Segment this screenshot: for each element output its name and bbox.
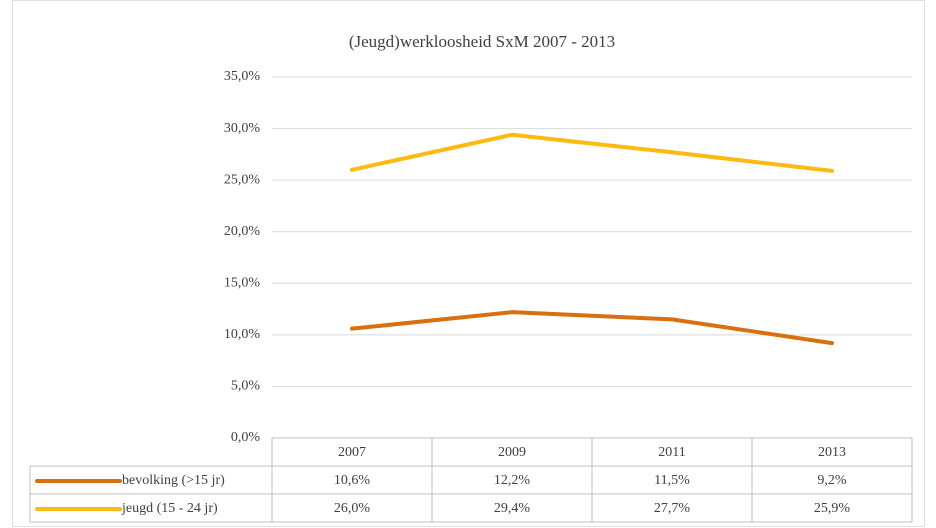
x-tick-label: 2007 bbox=[338, 445, 366, 460]
y-tick-label: 35,0% bbox=[224, 69, 261, 84]
table-value: 27,7% bbox=[654, 501, 691, 516]
y-tick-label: 0,0% bbox=[231, 430, 261, 445]
table-value: 29,4% bbox=[494, 501, 531, 516]
x-tick-label: 2013 bbox=[818, 445, 846, 460]
chart-border bbox=[12, 0, 925, 527]
legend-label: bevolking (>15 jr) bbox=[122, 473, 225, 488]
y-tick-label: 10,0% bbox=[224, 327, 261, 342]
table-value: 25,9% bbox=[814, 501, 851, 516]
y-tick-label: 15,0% bbox=[224, 276, 261, 291]
table-value: 26,0% bbox=[334, 501, 371, 516]
series-line bbox=[350, 132, 834, 173]
y-tick-label: 30,0% bbox=[224, 121, 261, 136]
y-tick-label: 5,0% bbox=[231, 379, 261, 394]
y-tick-label: 20,0% bbox=[224, 224, 261, 239]
legend-label: jeugd (15 - 24 jr) bbox=[121, 501, 218, 516]
chart-title: (Jeugd)werkloosheid SxM 2007 - 2013 bbox=[349, 32, 615, 51]
series-line bbox=[350, 310, 834, 346]
table-value: 10,6% bbox=[334, 473, 371, 488]
table-value: 12,2% bbox=[494, 473, 531, 488]
y-tick-label: 25,0% bbox=[224, 172, 261, 187]
x-tick-label: 2009 bbox=[498, 445, 526, 460]
x-tick-label: 2011 bbox=[658, 445, 685, 460]
table-value: 11,5% bbox=[654, 473, 690, 488]
table-value: 9,2% bbox=[817, 473, 847, 488]
